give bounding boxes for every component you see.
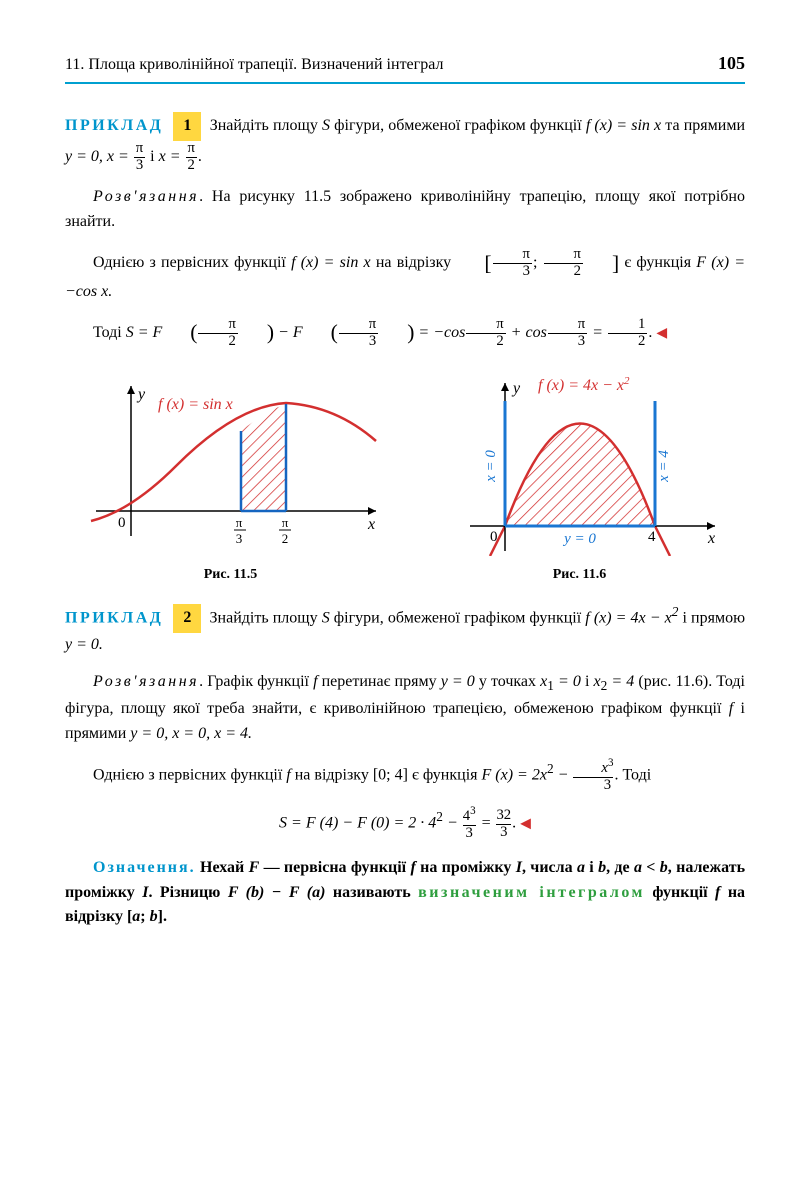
svg-text:f (x) = sin x: f (x) = sin x	[158, 396, 233, 413]
chapter-title: 11. Площа криволінійної трапеції. Визнач…	[65, 53, 443, 78]
figure-11-6-svg: y x 0 4 f (x) = 4x − x2 x = 0 x = 4 y = …	[430, 371, 730, 556]
page-number: 105	[718, 50, 745, 78]
solution2-eq: S = F (4) − F (0) = 2 · 42 − 433 = 323. …	[65, 806, 745, 842]
svg-text:f (x) = 4x − x2: f (x) = 4x − x2	[538, 375, 630, 394]
end-marker-icon: ◀	[656, 326, 667, 341]
solution2-p1: Розв'язання. Графік функції f перетинає …	[65, 670, 745, 746]
solution2-p2: Однією з первісних функції f на відрізку…	[65, 758, 745, 794]
svg-text:x = 4: x = 4	[656, 450, 672, 483]
example1-prompt: ПРИКЛАД 1 Знайдіть площу S фігури, обмеж…	[65, 112, 745, 174]
definition-term: визначеним інтегралом	[418, 884, 645, 901]
svg-text:x: x	[707, 530, 715, 547]
svg-text:x = 0: x = 0	[483, 450, 499, 483]
end-marker-icon: ◀	[520, 817, 531, 832]
solution-label: Розв'язання	[93, 188, 199, 205]
figure-caption: Рис. 11.5	[65, 564, 396, 586]
solution-label: Розв'язання	[93, 673, 199, 690]
definition: Означення. Нехай F — первісна функції f …	[65, 856, 745, 930]
svg-text:y = 0: y = 0	[562, 531, 596, 547]
svg-text:0: 0	[118, 515, 126, 531]
definition-label: Означення.	[93, 859, 196, 876]
page-header: 11. Площа криволінійної трапеції. Визнач…	[65, 50, 745, 78]
example-number-badge: 1	[173, 112, 201, 141]
svg-text:3: 3	[235, 531, 242, 546]
svg-text:y: y	[136, 386, 146, 403]
figure-11-5: y x 0 f (x) = sin x π 3 π 2 Рис. 11.5	[65, 371, 396, 586]
solution1-p2: Однією з первісних функції f (x) = sin x…	[65, 247, 745, 305]
example-label: ПРИКЛАД	[65, 609, 163, 626]
header-rule	[65, 82, 745, 84]
figures-row: y x 0 f (x) = sin x π 3 π 2 Рис. 11.5	[65, 371, 745, 586]
figure-caption: Рис. 11.6	[414, 564, 745, 586]
example2-prompt: ПРИКЛАД 2 Знайдіть площу S фігури, обмеж…	[65, 602, 745, 658]
example-number-badge: 2	[173, 604, 201, 633]
figure-11-6: y x 0 4 f (x) = 4x − x2 x = 0 x = 4 y = …	[414, 371, 745, 586]
example-label: ПРИКЛАД	[65, 117, 163, 134]
svg-text:4: 4	[648, 529, 656, 545]
svg-text:0: 0	[490, 529, 498, 545]
svg-text:x: x	[367, 516, 375, 533]
solution1-p1: Розв'язання. На рисунку 11.5 зображено к…	[65, 185, 745, 235]
svg-text:π: π	[281, 515, 288, 530]
svg-text:2: 2	[281, 531, 288, 546]
svg-text:y: y	[511, 380, 521, 397]
solution1-p3: Тоді S = F(π2) − F(π3) = −cosπ2 + cosπ3 …	[65, 317, 745, 350]
svg-text:π: π	[235, 515, 242, 530]
figure-11-5-svg: y x 0 f (x) = sin x π 3 π 2	[76, 371, 386, 556]
